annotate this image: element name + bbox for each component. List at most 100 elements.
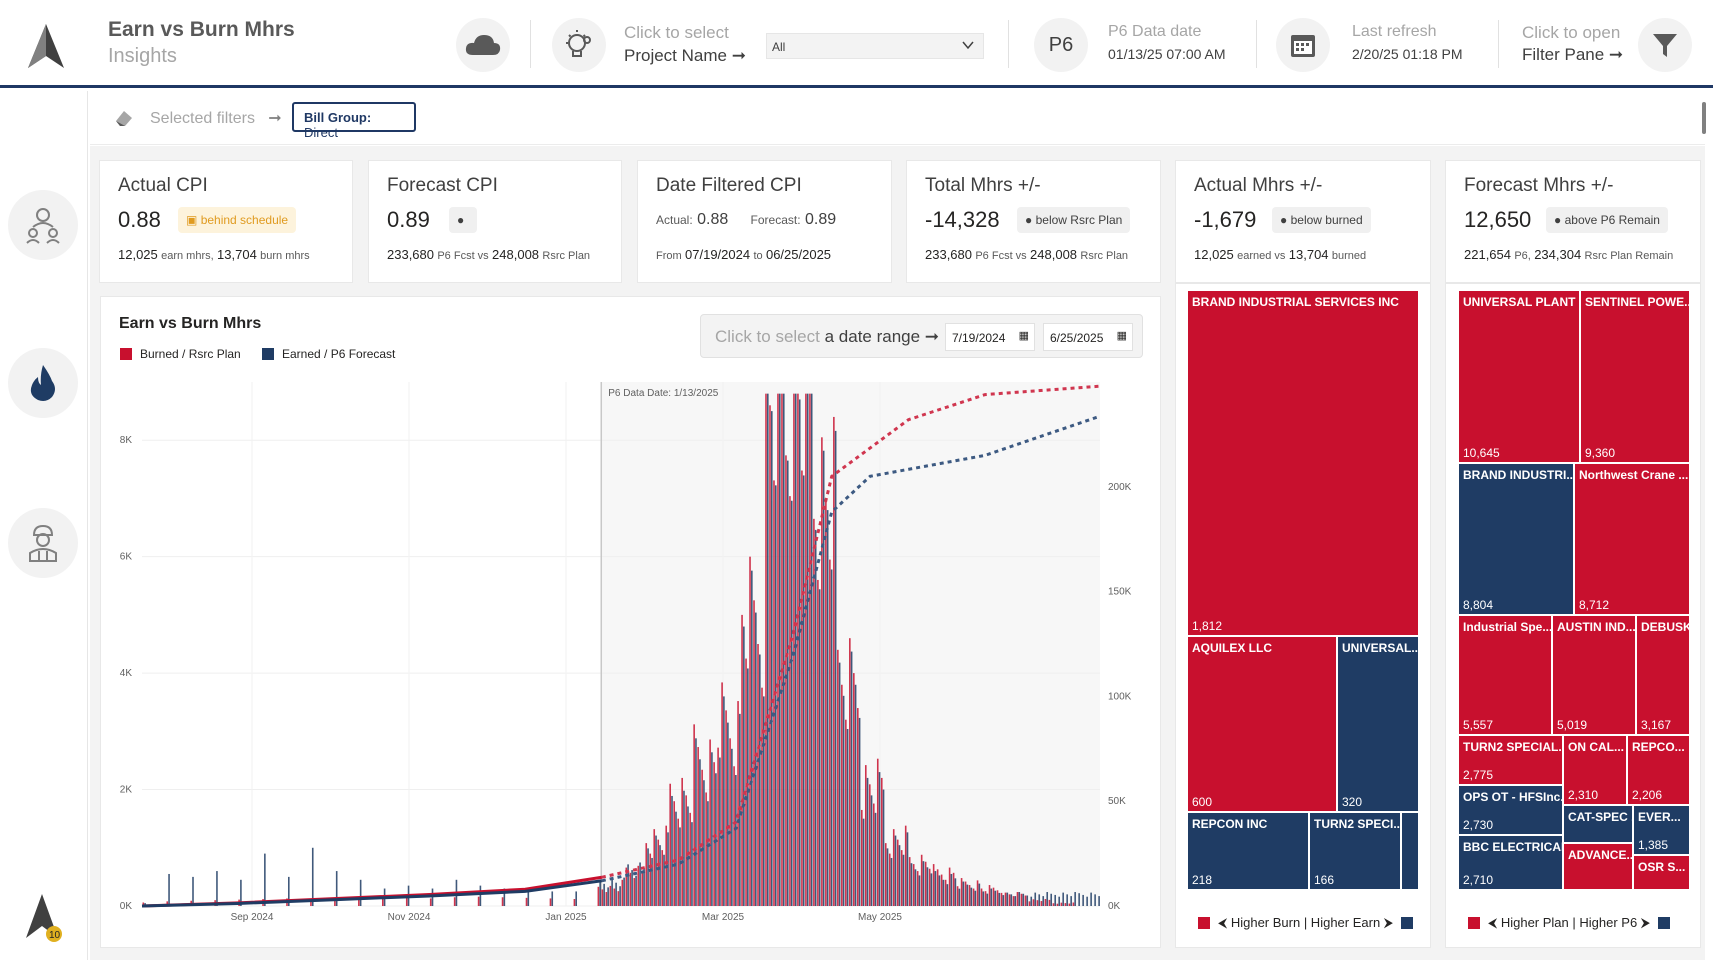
treemap-tile[interactable]: REPCO... 2,206 bbox=[1627, 735, 1690, 805]
treemap-tile[interactable]: ADVANCE... bbox=[1563, 843, 1633, 890]
earn-bar bbox=[866, 777, 869, 906]
eraser-icon[interactable] bbox=[113, 107, 135, 129]
chevron-down-icon bbox=[962, 41, 974, 50]
earn-bar bbox=[687, 806, 689, 906]
date-from-input[interactable]: 7/19/2024 ▦ bbox=[945, 323, 1035, 351]
actual-cpi-card: Actual CPI 0.88 ▣ behind schedule 12,025… bbox=[99, 160, 353, 283]
burn-bar bbox=[769, 405, 771, 906]
actual-mhrs-card: Actual Mhrs +/- -1,679 ● below burned 12… bbox=[1175, 160, 1431, 283]
burn-bar bbox=[733, 766, 735, 906]
treemap-tile[interactable]: REPCON INC 218 bbox=[1187, 812, 1309, 890]
legend-plan-swatch bbox=[1468, 917, 1480, 929]
treemap-tile-label: ADVANCE... bbox=[1568, 848, 1633, 862]
earn-bar bbox=[1070, 896, 1072, 906]
burn-bar bbox=[142, 902, 145, 906]
treemap-tile[interactable]: CAT-SPEC ... bbox=[1563, 805, 1633, 843]
filter-chip-bill-group[interactable]: Bill Group: Direct bbox=[292, 102, 416, 140]
y-right-tick-label: 0K bbox=[1108, 901, 1121, 912]
earn-cumulative-line bbox=[141, 879, 603, 908]
burn-bar bbox=[940, 874, 943, 906]
earn-bar bbox=[906, 832, 909, 906]
earn-bar bbox=[1034, 892, 1037, 906]
card-title: Forecast Mhrs +/- bbox=[1464, 175, 1614, 196]
earn-bar bbox=[878, 772, 881, 906]
card-date-range: From 07/19/2024 to 06/25/2025 bbox=[656, 247, 832, 262]
earn-bar bbox=[611, 879, 613, 906]
treemap-tile[interactable]: AUSTIN IND... 5,019 bbox=[1552, 615, 1636, 735]
burn-bar bbox=[1000, 892, 1003, 906]
info-icon: ● bbox=[449, 207, 477, 233]
treemap-tile[interactable]: TURN2 SPECI... 166 bbox=[1309, 812, 1401, 890]
burn-bar bbox=[952, 872, 955, 906]
treemap-tile[interactable] bbox=[1401, 812, 1419, 890]
burn-bar bbox=[857, 708, 859, 906]
burn-bar bbox=[701, 769, 703, 906]
flame-icon[interactable] bbox=[8, 348, 78, 418]
burn-bar bbox=[956, 886, 959, 906]
burn-bar bbox=[817, 579, 819, 906]
y-right-tick-label: 200K bbox=[1108, 482, 1132, 493]
burn-bar bbox=[653, 829, 656, 906]
legend-p6-swatch bbox=[1658, 917, 1671, 929]
treemap-tile-label: BBC ELECTRICAL... bbox=[1463, 840, 1562, 854]
treemap-tile[interactable]: OPS OT - HFSInc... 2,730 bbox=[1458, 785, 1563, 835]
treemap-tile-label: SENTINEL POWE... bbox=[1585, 295, 1690, 309]
total-mhrs-card: Total Mhrs +/- -14,328 ● below Rsrc Plan… bbox=[906, 160, 1161, 283]
treemap-tile[interactable]: BRAND INDUSTRIAL SERVICES INC 1,812 bbox=[1187, 290, 1419, 636]
treemap-tile-label: EVER... bbox=[1638, 810, 1681, 824]
treemap-tile[interactable]: TURN2 SPECIAL... 2,775 bbox=[1458, 735, 1563, 785]
treemap-tile[interactable]: Northwest Crane ... 8,712 bbox=[1574, 463, 1690, 615]
project-dropdown[interactable]: All bbox=[766, 33, 984, 59]
worker-icon[interactable] bbox=[8, 508, 78, 578]
date-filtered-cpi-card: Date Filtered CPI Actual: 0.88 Forecast:… bbox=[637, 160, 892, 283]
earn-bar bbox=[1094, 894, 1096, 906]
earn-bar bbox=[216, 871, 218, 906]
treemap-tile[interactable]: AQUILEX LLC 600 bbox=[1187, 636, 1337, 812]
treemap-tile[interactable]: BRAND INDUSTRI... 8,804 bbox=[1458, 463, 1574, 615]
team-icon[interactable] bbox=[8, 190, 78, 260]
earn-bar bbox=[691, 822, 693, 906]
cloud-icon[interactable] bbox=[456, 18, 510, 72]
treemap-tile[interactable]: UNIVERSAL PLANT ... 10,645 bbox=[1458, 290, 1580, 463]
treemap-tile[interactable]: DEBUSK 3,167 bbox=[1636, 615, 1690, 735]
app-logo-icon bbox=[28, 24, 64, 68]
burn-bar bbox=[964, 881, 967, 906]
earn-bar bbox=[854, 684, 857, 906]
burn-bar bbox=[657, 839, 660, 906]
earn-bar bbox=[1038, 894, 1041, 906]
treemap-tile[interactable]: UNIVERSAL... 320 bbox=[1337, 636, 1419, 812]
burn-bar bbox=[677, 818, 679, 906]
earn-bar bbox=[735, 775, 737, 906]
scrollbar[interactable] bbox=[1702, 102, 1706, 134]
burn-bar bbox=[609, 885, 612, 906]
earn-bar bbox=[918, 875, 921, 906]
treemap-tile[interactable]: SENTINEL POWE... 9,360 bbox=[1580, 290, 1690, 463]
date-to-input[interactable]: 6/25/2025 ▦ bbox=[1043, 323, 1133, 351]
card-title: Actual Mhrs +/- bbox=[1194, 175, 1323, 196]
earn-bar bbox=[870, 795, 873, 906]
lightbulb-icon[interactable] bbox=[552, 18, 606, 72]
earn-bar bbox=[826, 510, 829, 906]
treemap-tile[interactable]: ON CAL... 2,310 bbox=[1563, 735, 1627, 805]
earn-bar bbox=[663, 854, 665, 906]
app-version-logo-icon: 10 bbox=[26, 894, 62, 942]
burn-bar bbox=[1008, 894, 1011, 906]
filter-pane-link[interactable]: Filter Pane ➞ bbox=[1522, 45, 1624, 64]
treemap-tile[interactable]: EVER... 1,385 bbox=[1633, 805, 1690, 855]
filter-icon[interactable] bbox=[1638, 18, 1692, 72]
calendar-icon: ▦ bbox=[1018, 330, 1029, 342]
treemap-tile-label: TURN2 SPECIAL... bbox=[1463, 740, 1563, 754]
legend-earn-swatch bbox=[1401, 917, 1414, 929]
treemap-tile[interactable]: Industrial Spe... 5,557 bbox=[1458, 615, 1552, 735]
treemap-tile[interactable]: BBC ELECTRICAL... 2,710 bbox=[1458, 835, 1563, 890]
date-range-slicer[interactable]: Click to select a date range ➞ 7/19/2024… bbox=[700, 314, 1143, 358]
selected-filters-label: Selected filters ➞ bbox=[150, 110, 282, 127]
forecast-treemap-legend: ⮜ Higher Plan | Higher P6 ⮞ bbox=[1460, 915, 1678, 931]
treemap-tile-label: AQUILEX LLC bbox=[1192, 641, 1272, 655]
earn-bar bbox=[802, 475, 805, 906]
earn-bar bbox=[982, 891, 985, 906]
burn-bar bbox=[749, 556, 751, 906]
treemap-tile[interactable]: OSR S... bbox=[1633, 855, 1690, 890]
treemap-tile-label: AUSTIN IND... bbox=[1557, 620, 1636, 634]
burn-bar bbox=[908, 857, 911, 906]
